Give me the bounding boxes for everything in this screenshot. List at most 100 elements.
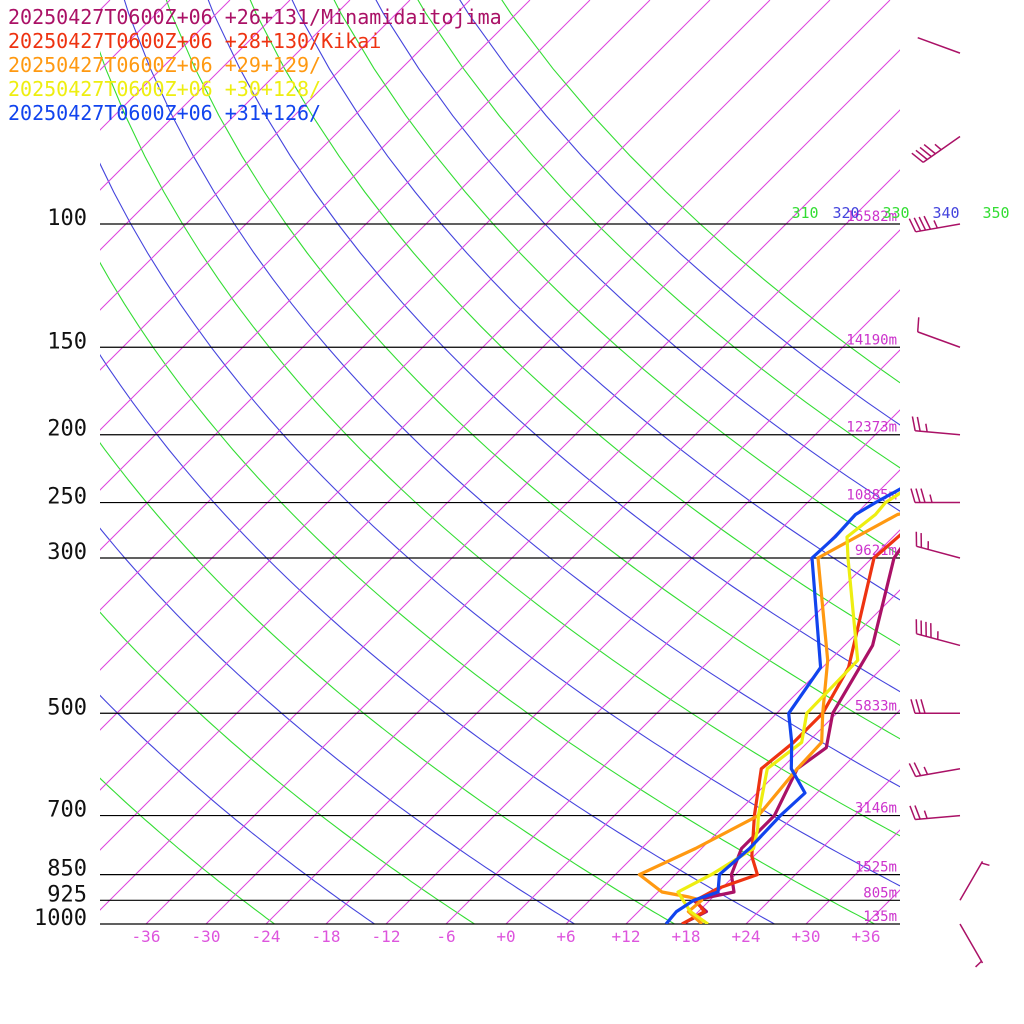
temperature-tick-label: +12 [612, 927, 641, 946]
level-height-label: 12373m [846, 420, 897, 436]
wind-barb [909, 805, 961, 821]
temperature-tick-label: -24 [252, 927, 281, 946]
isotherm-line [100, 0, 171, 71]
wind-barb [959, 923, 984, 968]
isotherm-line [385, 409, 900, 924]
pressure-level-label: 850 [47, 857, 87, 882]
theta-label: 350 [982, 204, 1009, 222]
level-height-label: 14190m [846, 332, 897, 348]
isotherm-line [926, 0, 1024, 924]
temperature-ticks: -36 -30 -24 -18 -12 -6 +0 +6 +12 +18 +24 +30 +36 [132, 927, 881, 946]
pressure-level-label: 150 [47, 329, 87, 354]
theta-labels: 310320330340350360370380390400410 [791, 204, 1009, 222]
level-height-label: 16582m [846, 209, 897, 225]
wind-barb [911, 135, 961, 163]
wind-barb [908, 762, 961, 778]
pressure-level-label: 500 [47, 695, 87, 720]
pressure-level-label: 300 [47, 540, 87, 565]
legend: 20250427T0600Z+06 +26+131/Minamidaitojim… [8, 5, 502, 125]
dry-adiabat-line [100, 442, 675, 924]
isotherm-line [805, 829, 900, 924]
isotherm-line [100, 0, 531, 431]
isotherm-line [505, 529, 900, 924]
pressure-level-label: 100 [47, 206, 87, 231]
isotherm-line [100, 0, 831, 731]
isotherm-line [565, 589, 900, 924]
pressure-level-label: 700 [47, 798, 87, 823]
temperature-tick-label: -6 [436, 927, 455, 946]
wind-barb [916, 317, 961, 348]
level-height-label: 805m [863, 885, 897, 901]
pressure-level-label: 1000 [34, 906, 87, 931]
dry-adiabat-line [100, 777, 275, 924]
legend-entry: 20250427T0600Z+06 +31+126/ [8, 101, 321, 125]
legend-entry: 20250427T0600Z+06 +29+129/ [8, 53, 321, 77]
level-height-label: 10885m [846, 488, 897, 504]
isotherm-line [100, 0, 291, 191]
pressure-level-label: 925 [47, 882, 87, 907]
isotherm-line [100, 0, 111, 11]
dry-adiabat-line [100, 694, 375, 924]
isotherm-line [100, 49, 900, 851]
dry-adiabat-line [100, 611, 475, 924]
pressure-level-label: 250 [47, 485, 87, 510]
wind-barb [911, 416, 961, 436]
theta-label: 340 [932, 204, 959, 222]
legend-entry: 20250427T0600Z+06 +28+130/Kikai [8, 29, 381, 53]
isotherm-line [625, 649, 900, 924]
wind-barb [915, 619, 961, 647]
isotherm-line [100, 0, 591, 491]
level-height-label: 3146m [855, 801, 897, 817]
isotherm-lines [0, 0, 1024, 924]
temperature-tick-label: +6 [556, 927, 575, 946]
isotherm-line [100, 0, 891, 791]
level-height-label: 5833m [855, 698, 897, 714]
dry-adiabat-line [459, 0, 900, 426]
dry-adiabat-line [375, 0, 900, 512]
dry-adiabat-line [249, 0, 900, 646]
isotherm-line [100, 0, 471, 371]
isotherm-line [100, 0, 411, 311]
temperature-tick-label: -30 [192, 927, 221, 946]
temperature-tick-label: +24 [732, 927, 761, 946]
isotherm-line [685, 709, 900, 924]
isotherm-line [100, 109, 900, 911]
isotherm-line [100, 0, 711, 611]
temperature-tick-label: +36 [852, 927, 881, 946]
sounding-profiles [637, 487, 900, 924]
pressure-level-label: 200 [47, 417, 87, 442]
isotherm-line [100, 0, 771, 671]
dry-adiabat-line [100, 353, 775, 924]
wind-barb [908, 215, 961, 233]
temperature-tick-label: -18 [312, 927, 341, 946]
theta-label: 330 [882, 204, 909, 222]
level-height-label: 1525m [855, 860, 897, 876]
sounding-line [681, 533, 900, 924]
wind-barb [915, 531, 961, 559]
temperature-tick-label: +0 [496, 927, 515, 946]
theta-label: 310 [791, 204, 818, 222]
legend-entry: 20250427T0600Z+06 +30+128/ [8, 77, 321, 101]
temperature-tick-label: +30 [792, 927, 821, 946]
dry-adiabat-line [100, 162, 900, 887]
isotherm-line [205, 229, 900, 924]
wind-barbs [908, 37, 990, 968]
dry-adiabat-line [333, 0, 900, 556]
isotherm-line [865, 889, 900, 924]
sounding-line [637, 512, 900, 924]
isotherm-line [100, 0, 351, 251]
dry-adiabat-line [100, 527, 575, 924]
wind-barb [910, 699, 960, 715]
isotherm-line [986, 0, 1024, 924]
isotherm-line [0, 0, 50, 924]
wind-barb [959, 860, 990, 901]
level-height-label: 135m [863, 909, 897, 925]
isotherm-line [265, 289, 900, 924]
pressure-levels: 100 16582m 150 14190m 200 12373m 250 10885m 300 9… [34, 206, 900, 931]
isotherm-line [100, 0, 651, 551]
wind-barb [917, 37, 961, 54]
temperature-tick-label: -12 [372, 927, 401, 946]
temperature-tick-label: -36 [132, 927, 161, 946]
sounding-line [664, 487, 900, 924]
